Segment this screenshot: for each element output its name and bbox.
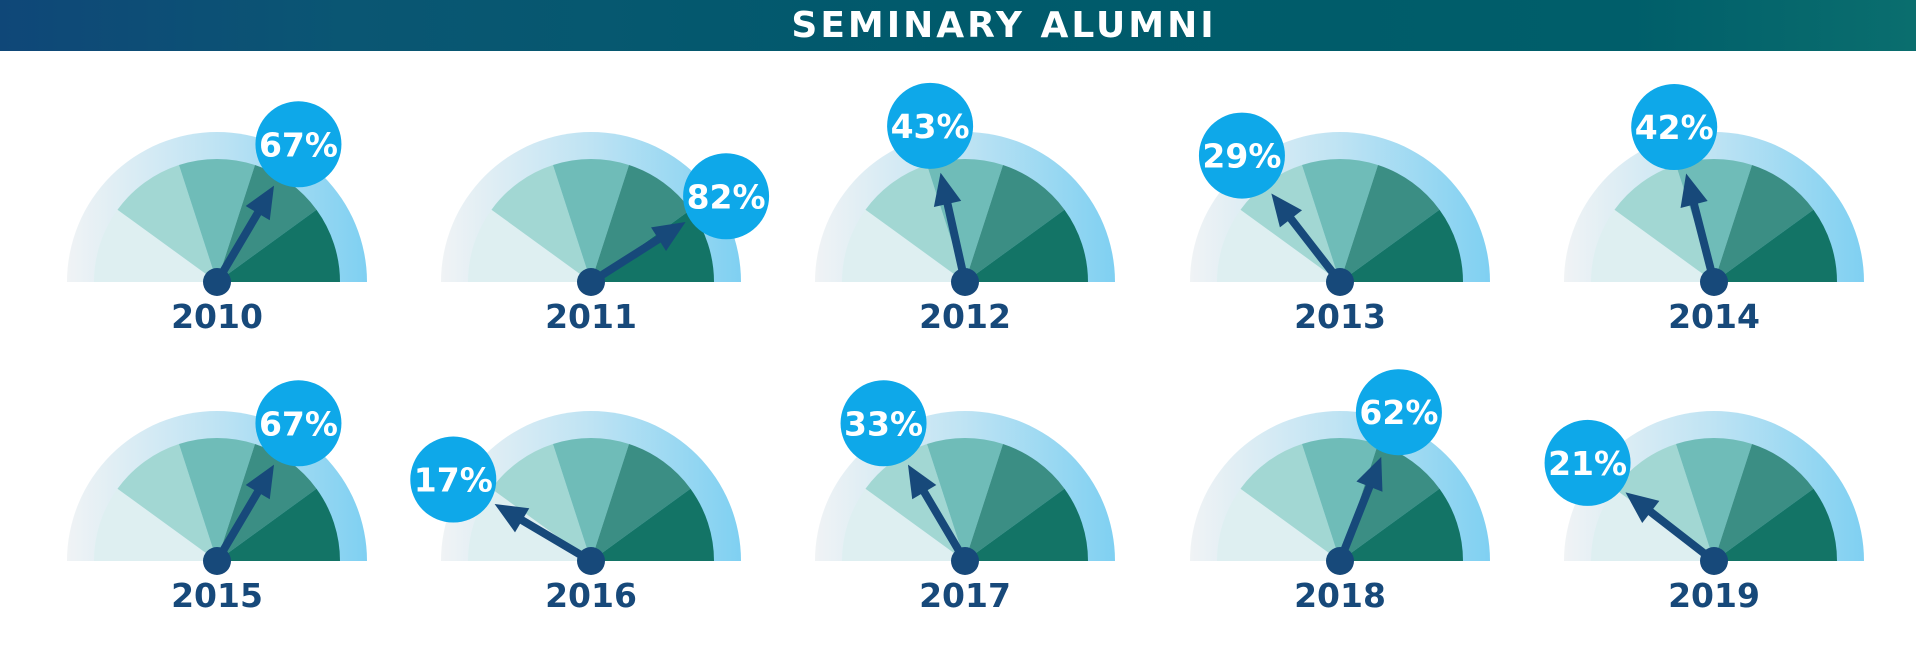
needle-hub xyxy=(1700,268,1728,296)
gauge-segment xyxy=(217,209,340,282)
gauge-segment xyxy=(842,209,965,282)
gauge-segment xyxy=(1591,209,1714,282)
percent-bubble: 29% xyxy=(1198,112,1285,199)
gauge-segment xyxy=(94,488,217,561)
percent-bubble: 21% xyxy=(1544,419,1631,506)
needle-hub xyxy=(1326,268,1354,296)
gauge-segment xyxy=(1217,488,1340,561)
gauge-segment xyxy=(965,444,1065,561)
gauge-segment xyxy=(1217,209,1340,282)
gauge-segment xyxy=(217,444,317,561)
year-label: 2019 xyxy=(1668,576,1760,615)
year-label: 2012 xyxy=(919,297,1011,336)
gauge-segment xyxy=(865,165,965,282)
gauge-segment xyxy=(1240,444,1340,561)
gauge-segment xyxy=(1714,444,1814,561)
gauge-segment xyxy=(1301,159,1379,282)
percent-label: 42% xyxy=(1635,108,1714,147)
needle-hub xyxy=(577,268,605,296)
percent-label: 33% xyxy=(844,404,923,443)
gauge-2012: 43% 2012 xyxy=(815,82,1115,336)
year-label: 2018 xyxy=(1294,576,1386,615)
gauge-segment xyxy=(552,159,630,282)
gauge-segment xyxy=(178,159,256,282)
needle-hub xyxy=(951,268,979,296)
percent-bubble: 62% xyxy=(1355,369,1442,456)
year-label: 2017 xyxy=(919,576,1011,615)
year-label: 2016 xyxy=(545,576,637,615)
percent-bubble: 82% xyxy=(683,153,770,240)
gauge-segment xyxy=(1614,165,1714,282)
gauge-segment xyxy=(217,488,340,561)
gauge-segment xyxy=(117,444,217,561)
percent-bubble: 67% xyxy=(255,101,342,188)
percent-bubble: 43% xyxy=(887,82,974,169)
gauge-segment xyxy=(965,488,1088,561)
percent-label: 17% xyxy=(414,461,493,500)
gauge-2013: 29% 2013 xyxy=(1190,112,1490,336)
percent-bubble: 33% xyxy=(840,380,927,467)
gauge-segment xyxy=(1340,488,1463,561)
gauge-segment xyxy=(1714,488,1837,561)
gauge-segment xyxy=(842,488,965,561)
year-label: 2013 xyxy=(1294,297,1386,336)
percent-label: 67% xyxy=(259,404,338,443)
gauge-segment xyxy=(1614,444,1714,561)
gauge-2018: 62% 2018 xyxy=(1190,369,1490,615)
needle-hub xyxy=(951,547,979,575)
chart-title: SEMINARY ALUMNI xyxy=(791,5,1217,46)
percent-label: 82% xyxy=(687,177,766,216)
gauge-2010: 67% 2010 xyxy=(67,101,367,336)
percent-label: 67% xyxy=(259,125,338,164)
gauge-segment xyxy=(552,438,630,561)
year-label: 2011 xyxy=(545,297,637,336)
gauge-segment xyxy=(591,488,714,561)
gauge-2011: 82% 2011 xyxy=(441,132,770,336)
gauge-2017: 33% 2017 xyxy=(815,380,1115,615)
gauge-segment xyxy=(1591,488,1714,561)
title-banner: SEMINARY ALUMNI xyxy=(0,0,1916,51)
needle-hub xyxy=(577,547,605,575)
gauge-segment xyxy=(1301,437,1379,561)
gauge-segment xyxy=(491,165,591,282)
percent-bubble: 42% xyxy=(1631,84,1718,171)
gauge-segment xyxy=(94,209,217,282)
gauge-segment xyxy=(117,165,217,282)
gauge-segment xyxy=(1340,209,1463,282)
gauge-2019: 21% 2019 xyxy=(1544,411,1864,615)
gauge-segment xyxy=(965,209,1088,282)
percent-label: 62% xyxy=(1359,393,1438,432)
percent-label: 29% xyxy=(1202,137,1281,176)
gauge-segment xyxy=(591,444,691,561)
year-label: 2015 xyxy=(171,576,263,615)
gauge-segment xyxy=(1675,437,1753,561)
gauge-2014: 42% 2014 xyxy=(1564,84,1864,336)
needle-hub xyxy=(1700,547,1728,575)
gauge-segment xyxy=(1340,444,1440,561)
needle-hub xyxy=(203,547,231,575)
percent-bubble: 17% xyxy=(410,436,497,523)
gauge-segment xyxy=(468,209,591,282)
percent-bubble: 67% xyxy=(255,380,342,467)
gauge-segment xyxy=(591,165,691,282)
year-label: 2014 xyxy=(1668,297,1760,336)
gauge-segment xyxy=(965,165,1065,282)
percent-label: 43% xyxy=(891,107,970,146)
gauge-segment xyxy=(1714,209,1837,282)
needle-hub xyxy=(203,268,231,296)
gauge-segment xyxy=(178,438,256,561)
percent-label: 21% xyxy=(1548,444,1627,483)
gauge-2015: 67% 2015 xyxy=(67,380,367,615)
gauge-segment xyxy=(1340,165,1440,282)
year-label: 2010 xyxy=(171,297,263,336)
gauge-segment xyxy=(491,444,591,561)
gauge-segment xyxy=(217,165,317,282)
gauge-segment xyxy=(926,438,1004,561)
needle-hub xyxy=(1326,547,1354,575)
gauge-2016: 17% 2016 xyxy=(410,411,741,615)
gauge-segment xyxy=(865,444,965,561)
gauge-segment xyxy=(1714,165,1814,282)
